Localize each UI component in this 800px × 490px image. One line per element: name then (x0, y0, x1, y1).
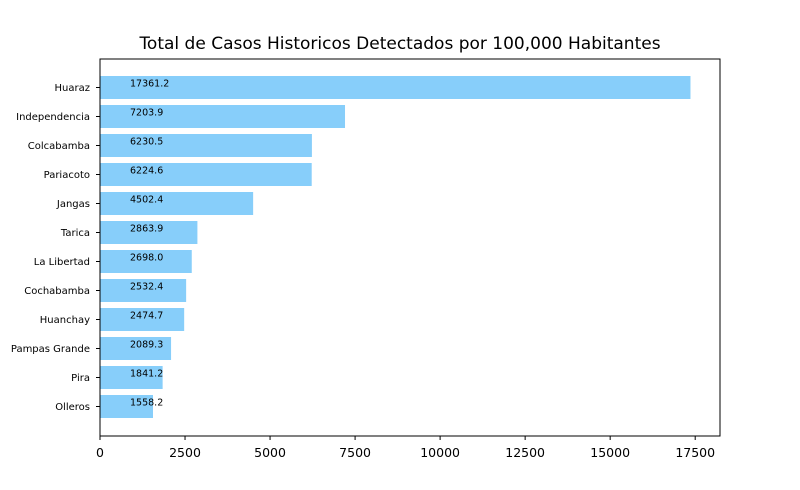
chart-title: Total de Casos Historicos Detectados por… (138, 34, 660, 54)
y-tick-label: Tarica (60, 228, 90, 239)
x-tick-label: 10000 (420, 445, 460, 460)
y-tick-label: Huanchay (40, 315, 90, 326)
bar (100, 395, 153, 418)
bar (100, 279, 187, 302)
data-label: 17361.2 (130, 79, 169, 90)
bar (100, 221, 198, 244)
x-tick-label: 7500 (339, 445, 371, 460)
data-label: 4502.4 (130, 195, 163, 206)
x-tick-label: 17500 (675, 445, 715, 460)
data-labels-group: 17361.2 7203.9 6230.5 6224.6 4502.4 2863.9 269… (130, 79, 169, 409)
y-axis: Huaraz Independencia Colcabamba Pariacoto Ja… (11, 83, 100, 413)
x-tick-label: 2500 (169, 445, 201, 460)
bar (100, 192, 254, 215)
y-tick-label: Jangas (56, 199, 90, 210)
x-axis: 0 2500 5000 7500 10000 12500 15000 17500 (96, 436, 715, 460)
y-tick-label: Pira (71, 373, 90, 384)
y-tick-label: La Libertad (34, 257, 90, 268)
y-tick-label: Pampas Grande (11, 344, 90, 355)
data-label: 6224.6 (130, 166, 163, 177)
y-tick-label: Huaraz (55, 83, 90, 94)
data-label: 2698.0 (130, 253, 163, 264)
bar (100, 308, 185, 331)
y-tick-label: Independencia (16, 112, 90, 123)
x-tick-label: 0 (96, 445, 104, 460)
bar (100, 105, 346, 128)
bar (100, 163, 312, 186)
plot-frame (99, 58, 721, 437)
data-label: 2089.3 (130, 340, 163, 351)
bar (100, 366, 163, 389)
bars-group (100, 76, 691, 418)
bar (100, 76, 691, 99)
bar (100, 337, 172, 360)
x-tick-label: 12500 (505, 445, 545, 460)
y-tick-label: Cochabamba (24, 286, 90, 297)
bar (100, 250, 192, 273)
data-label: 2863.9 (130, 224, 163, 235)
x-tick-label: 5000 (254, 445, 286, 460)
y-tick-label: Pariacoto (44, 170, 90, 181)
y-tick-label: Olleros (55, 402, 90, 413)
data-label: 6230.5 (130, 137, 163, 148)
data-label: 2532.4 (130, 282, 163, 293)
data-label: 1558.2 (130, 398, 163, 409)
y-tick-label: Colcabamba (28, 141, 90, 152)
data-label: 2474.7 (130, 311, 163, 322)
data-label: 1841.2 (130, 369, 163, 380)
bar (100, 134, 312, 157)
data-label: 7203.9 (130, 108, 163, 119)
x-tick-label: 15000 (590, 445, 630, 460)
